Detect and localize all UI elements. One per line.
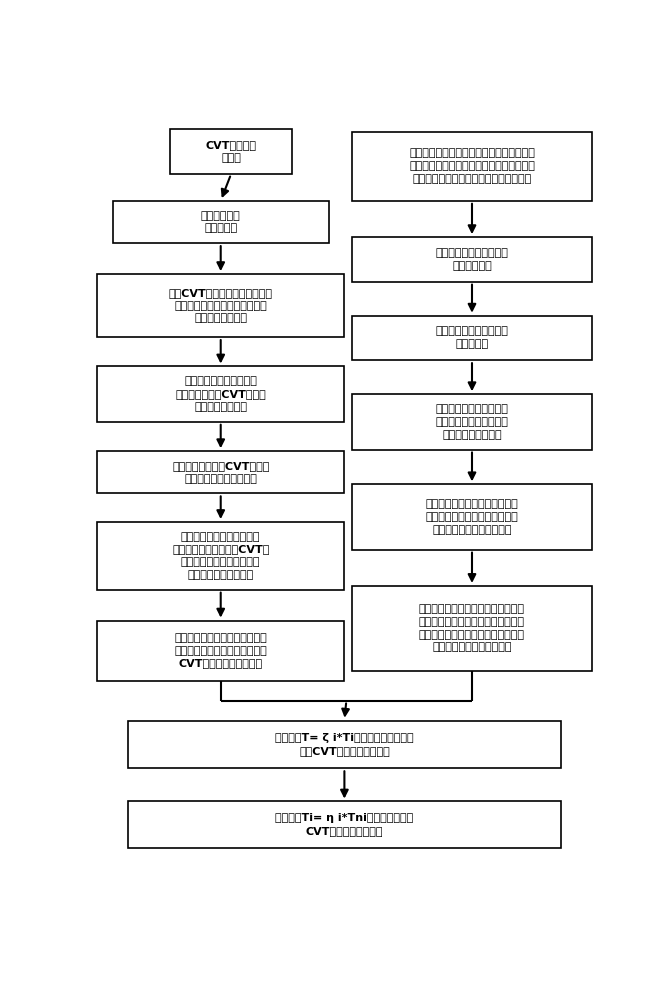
Text: 采用数据插值的方法，得到
更多数据点，最后得到CVT钢
带环速比、输入转矩、输入
转速与寿命关系的图像: 采用数据插值的方法，得到 更多数据点，最后得到CVT钢 带环速比、输入转矩、输入… [172,532,269,580]
Text: 得到实际工况下速比、输
入转矩、输入转速三个所
服从的正态概率分布: 得到实际工况下速比、输 入转矩、输入转速三个所 服从的正态概率分布 [435,404,509,440]
FancyBboxPatch shape [352,484,592,550]
FancyBboxPatch shape [128,801,560,848]
Text: 利用公式Ti= η i*Tni求得一般工况下
CVT钢带环的实际寿命: 利用公式Ti= η i*Tni求得一般工况下 CVT钢带环的实际寿命 [276,813,413,836]
FancyBboxPatch shape [113,201,329,243]
Text: 使用多个小区间逼近的方式对正
态分布进行拟合，转换成离散逼
近的方式进行实际寿命计算: 使用多个小区间逼近的方式对正 态分布进行拟合，转换成离散逼 近的方式进行实际寿命… [425,499,518,535]
FancyBboxPatch shape [128,721,560,768]
Text: 用与之最接近的正态分布
拟合条形图: 用与之最接近的正态分布 拟合条形图 [435,327,509,349]
Text: CVT瞬态动力
学分析: CVT瞬态动力 学分析 [206,140,257,163]
FancyBboxPatch shape [97,366,345,422]
FancyBboxPatch shape [352,586,592,671]
Text: 计算CVT钢带环在定速比、定转
矩、定转速下的稳定运行直至失
效的理论疲劳寿命: 计算CVT钢带环在定速比、定转 矩、定转速下的稳定运行直至失 效的理论疲劳寿命 [169,288,273,323]
FancyBboxPatch shape [97,620,345,681]
Text: 一般工况下，提取随机的一个循环过程中，
速比随时间的变化情况、输入转矩随时间的
变化情况、输入转速随时间的变化情况。: 一般工况下，提取随机的一个循环过程中， 速比随时间的变化情况、输入转矩随时间的 … [409,148,535,184]
Text: 再分别计算定速比下，转
速和转矩变化时CVT稳定运
行的理论疲劳寿命: 再分别计算定速比下，转 速和转矩变化时CVT稳定运 行的理论疲劳寿命 [175,376,266,412]
Text: 再计算不同速比下CVT钢带环
稳定运行的理论疲劳寿命: 再计算不同速比下CVT钢带环 稳定运行的理论疲劳寿命 [172,461,269,484]
Text: 通过求得的分布函数可以分别计算出
定速比下，输入转矩、输入转速小区
间中值对应的概率以及不同速比下，
速比小区间中值对应的概率: 通过求得的分布函数可以分别计算出 定速比下，输入转矩、输入转速小区 间中值对应的… [419,604,525,652]
FancyBboxPatch shape [97,451,345,493]
FancyBboxPatch shape [352,132,592,201]
FancyBboxPatch shape [352,316,592,360]
FancyBboxPatch shape [97,522,345,590]
Text: 提取到带环微
元段载荷谱: 提取到带环微 元段载荷谱 [201,211,241,233]
Text: 利用公式T= ζ i*Ti求得一般工况下定速
比时CVT钢带环的计算寿命: 利用公式T= ζ i*Ti求得一般工况下定速 比时CVT钢带环的计算寿命 [275,733,414,756]
Text: 使用条形图统计相应子区
间出现的频次: 使用条形图统计相应子区 间出现的频次 [435,248,509,271]
FancyBboxPatch shape [97,274,345,337]
FancyBboxPatch shape [170,129,292,174]
Text: 可以通过查寻此图查询到速比范
围内，任意输入转矩，转速下，
CVT钢带环的理论寿命值: 可以通过查寻此图查询到速比范 围内，任意输入转矩，转速下， CVT钢带环的理论寿… [174,633,267,668]
FancyBboxPatch shape [352,237,592,282]
FancyBboxPatch shape [352,394,592,450]
